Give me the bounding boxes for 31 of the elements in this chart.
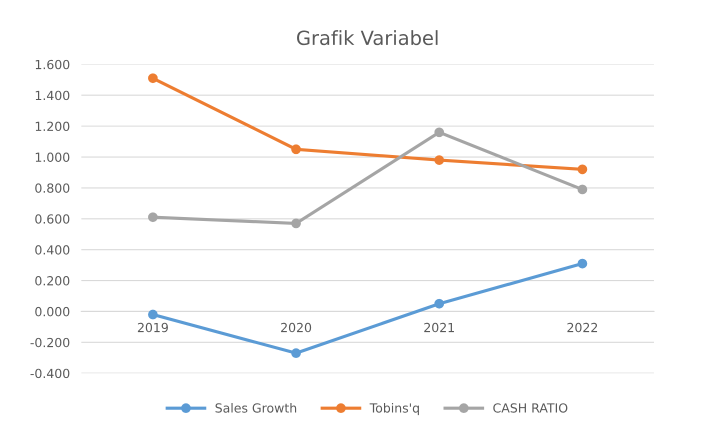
point (434, 155, 444, 165)
y-tick-label: 0.000 (35, 306, 70, 316)
point (578, 258, 588, 268)
point (148, 310, 158, 320)
y-tick-label: 1.400 (36, 90, 70, 100)
point (434, 127, 444, 138)
x-tick-label: 2019 (138, 322, 168, 332)
point (434, 298, 444, 309)
point (148, 73, 158, 84)
legend-label: Tobins'q (370, 403, 419, 416)
y-tick-label: 1.000 (36, 152, 70, 162)
legend-label: Sales Growth (216, 403, 296, 413)
y-tick-label: -0.200 (30, 338, 70, 348)
y-tick-label: 0.800 (35, 183, 70, 193)
y-tick-label: -0.400 (30, 368, 70, 378)
legend-label: CASH RATIO (493, 403, 568, 413)
point (291, 218, 301, 228)
point (578, 164, 588, 174)
y-tick-label: 0.400 (35, 245, 70, 255)
y-tick-label: 1.200 (36, 122, 70, 132)
y-tick-label: 0.200 (35, 276, 70, 286)
point (291, 348, 301, 358)
point (148, 212, 158, 222)
x-tick-label: 2021 (424, 322, 454, 332)
x-tick-label: 2020 (281, 322, 312, 332)
x-tick-label: 2022 (567, 322, 598, 332)
y-tick-label: 0.600 (35, 214, 70, 224)
point (291, 144, 301, 154)
point (578, 184, 588, 194)
y-tick-label: 1.600 (36, 60, 70, 70)
chart-title: Grafik Variabel (297, 30, 438, 46)
